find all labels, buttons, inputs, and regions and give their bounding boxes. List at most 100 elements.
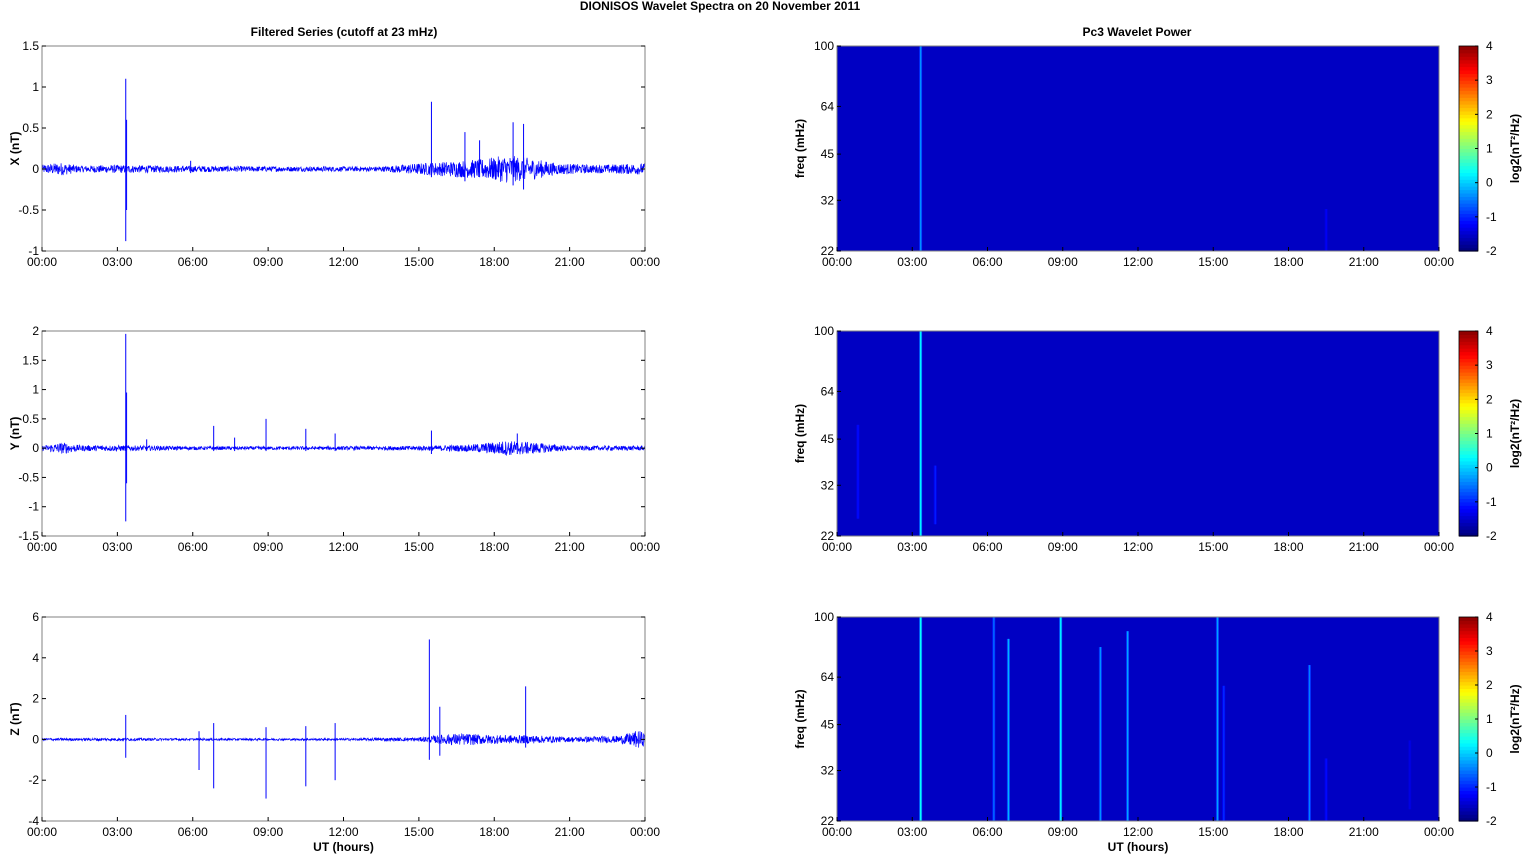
spectrogram-panel-2-colorbar-segment	[1459, 344, 1478, 349]
spectrogram-panel-2-colorbar-segment	[1459, 491, 1478, 496]
spectrogram-panel-3-colorbar-segment	[1459, 814, 1478, 819]
spectrogram-panel-3-colorbar-segment	[1459, 725, 1478, 730]
spectrogram-panel-3-colorbar-segment	[1459, 780, 1478, 785]
spectrogram-panel-2-xtick-label: 00:00	[822, 540, 852, 554]
series-panel-2-ytick-label: 2	[32, 324, 39, 338]
spectrogram-panel-1-colorbar-segment	[1459, 162, 1478, 167]
series-panel-2-ytick-label: 0	[32, 441, 39, 455]
series-panel-1-xtick-label: 06:00	[178, 255, 208, 269]
spectrogram-panel-1-background	[837, 46, 1439, 251]
spectrogram-panel-3-colorbar-segment	[1459, 739, 1478, 744]
spectrogram-panel-2-colorbar-tick-label: 4	[1486, 324, 1493, 338]
spectrogram-panel-1-colorbar-segment	[1459, 145, 1478, 150]
spectrogram-panel-3-colorbar-segment	[1459, 657, 1478, 662]
spectrogram-panel-1-colorbar-segment	[1459, 97, 1478, 102]
spectrogram-panel-3-colorbar-segment	[1459, 715, 1478, 720]
spectrogram-panel-1-colorbar-segment	[1459, 63, 1478, 68]
spectrogram-panel-3-colorbar-segment	[1459, 668, 1478, 672]
spectrogram-panel-3-colorbar-segment	[1459, 637, 1478, 642]
spectrogram-panel-1-colorbar-segment	[1459, 93, 1478, 98]
spectrogram-panel-1-colorbar-tick-label: 0	[1486, 176, 1493, 190]
spectrogram-panel-2-colorbar-segment	[1459, 474, 1478, 479]
series-panel-3-trace	[41, 731, 646, 748]
spectrogram-panel-3-xlabel: UT (hours)	[1108, 840, 1169, 854]
spectrogram-panel-3-feature	[1099, 647, 1102, 821]
spectrogram-panel-2-colorbar-segment	[1459, 409, 1478, 414]
spectrogram-panel-2-colorbar-segment	[1459, 331, 1478, 336]
spectrogram-panel-3-colorbar-segment	[1459, 647, 1478, 652]
spectrogram-panel-3-background	[837, 617, 1439, 821]
series-panel-3-background	[42, 617, 645, 821]
spectrogram-panel-2-colorbar-segment	[1459, 433, 1478, 438]
spectrogram-panel-3-colorbar-segment	[1459, 685, 1478, 689]
series-panel-2-xtick-label: 00:00	[27, 540, 57, 554]
spectrogram-panel-1-xtick-label: 21:00	[1349, 255, 1379, 269]
series-panel-2-ytick-label: 1.5	[22, 353, 39, 367]
spectrogram-panel-1-xtick-label: 00:00	[1424, 255, 1454, 269]
spectrogram-panel-3-colorbar-tick-label: 2	[1486, 678, 1493, 692]
spectrogram-panel-2-colorbar-segment	[1459, 402, 1478, 407]
spectrogram-panel-3-colorbar-segment	[1459, 770, 1478, 774]
spectrogram-panel-3-colorbar-tick-label: -1	[1486, 780, 1497, 794]
spectrogram-panel-1-colorbar-segment	[1459, 73, 1478, 78]
series-panel-3-xtick-label: 18:00	[479, 825, 509, 839]
spectrogram-panel-3-feature	[920, 617, 922, 821]
spectrogram-panel-2-colorbar-segment	[1459, 488, 1478, 493]
spectrogram-panel-3-colorbar-segment	[1459, 617, 1478, 621]
spectrogram-panel-1-colorbar-segment	[1459, 213, 1478, 218]
spectrogram-panel-2-colorbar-segment	[1459, 457, 1478, 462]
spectrogram-panel-1-colorbar-segment	[1459, 172, 1478, 177]
spectrogram-panel-3-colorbar-segment	[1459, 793, 1478, 798]
spectrogram-panel-2-feature	[857, 424, 859, 519]
spectrogram-panel-1-colorbar-segment	[1459, 199, 1478, 204]
series-panel-1-xtick-label: 15:00	[404, 255, 434, 269]
series-panel-3-ytick-label: 4	[32, 651, 39, 665]
series-panel-1-ytick-label: 0.5	[22, 121, 39, 135]
spectrogram-panel-2-colorbar-tick-label: -1	[1486, 495, 1497, 509]
spectrogram-panel-2-colorbar-segment	[1459, 501, 1478, 506]
spectrogram-panel-3-colorbar-tick-label: 0	[1486, 746, 1493, 760]
spectrogram-panel-1-colorbar-segment	[1459, 52, 1478, 57]
spectrogram-panel-2-ytick-label: 45	[821, 432, 835, 446]
spectrogram-panel-3-colorbar-segment	[1459, 674, 1478, 679]
spectrogram-panel-3-colorbar-segment	[1459, 773, 1478, 778]
series-panel-2-xtick-label: 00:00	[630, 540, 660, 554]
spectrogram-panel-3-feature	[1223, 685, 1225, 821]
spectrogram-panel-3-colorbar-segment	[1459, 681, 1478, 686]
spectrogram-panel-1-xtick-label: 15:00	[1198, 255, 1228, 269]
series-panel-3-ylabel: Z (nT)	[8, 702, 22, 735]
series-panel-1-xtick-label: 09:00	[253, 255, 283, 269]
spectrogram-panel-3-colorbar-segment	[1459, 698, 1478, 703]
spectrogram-panel-2-colorbar-segment	[1459, 351, 1478, 356]
spectrogram-panel-3-colorbar-tick-label: 1	[1486, 712, 1493, 726]
series-panel-1-ytick-label: -0.5	[18, 203, 39, 217]
figure-title: DIONISOS Wavelet Spectra on 20 November …	[580, 0, 861, 13]
spectrogram-panel-3-colorbar-segment	[1459, 749, 1478, 754]
spectrogram-panel-2-colorbar-tick-label: 3	[1486, 358, 1493, 372]
spectrogram-panel-2-colorbar-segment	[1459, 413, 1478, 418]
spectrogram-panel-3-colorbar-segment	[1459, 783, 1478, 788]
spectrogram-panel-1-colorbar-segment	[1459, 56, 1478, 61]
spectrogram-panel-2-colorbar-segment	[1459, 467, 1478, 472]
spectrogram-panel-1-colorbar-segment	[1459, 203, 1478, 208]
spectrogram-panel-1-colorbar-segment	[1459, 46, 1478, 51]
spectrogram-panel-2-colorbar-segment	[1459, 406, 1478, 411]
spectrogram-panel-2-colorbar-segment	[1459, 464, 1478, 469]
spectrogram-panel-3-colorbar-segment	[1459, 732, 1478, 737]
panels: -1 -0.5 0 0.5 1 1.5 00:00 03:00 06:00 09:00 12:00 1…	[8, 39, 1522, 854]
spectrogram-panel-3-feature	[993, 617, 995, 821]
spectrogram-panel-2-colorbar-segment	[1459, 389, 1478, 394]
spectrogram-panel-1-colorbar-segment	[1459, 169, 1478, 174]
spectrogram-panel-2-colorbar-segment	[1459, 430, 1478, 435]
spectrogram-panel-2-ytick-label: 100	[814, 324, 834, 338]
spectrogram-panel-3-colorbar-segment	[1459, 797, 1478, 802]
spectrogram-panel-3-colorbar-segment	[1459, 776, 1478, 781]
spectrogram-panel-2-xtick-label: 06:00	[972, 540, 1002, 554]
spectrogram-panel-1-feature	[1325, 209, 1327, 251]
spectrogram-panel-2-colorbar-tick-label: -2	[1486, 529, 1497, 543]
spectrogram-panel-2-xtick-label: 09:00	[1048, 540, 1078, 554]
spectrogram-panel-1-colorbar-segment	[1459, 175, 1478, 180]
spectrogram-panel-2-colorbar-segment	[1459, 484, 1478, 489]
spectrogram-panel-1-ytick-label: 64	[821, 99, 835, 113]
